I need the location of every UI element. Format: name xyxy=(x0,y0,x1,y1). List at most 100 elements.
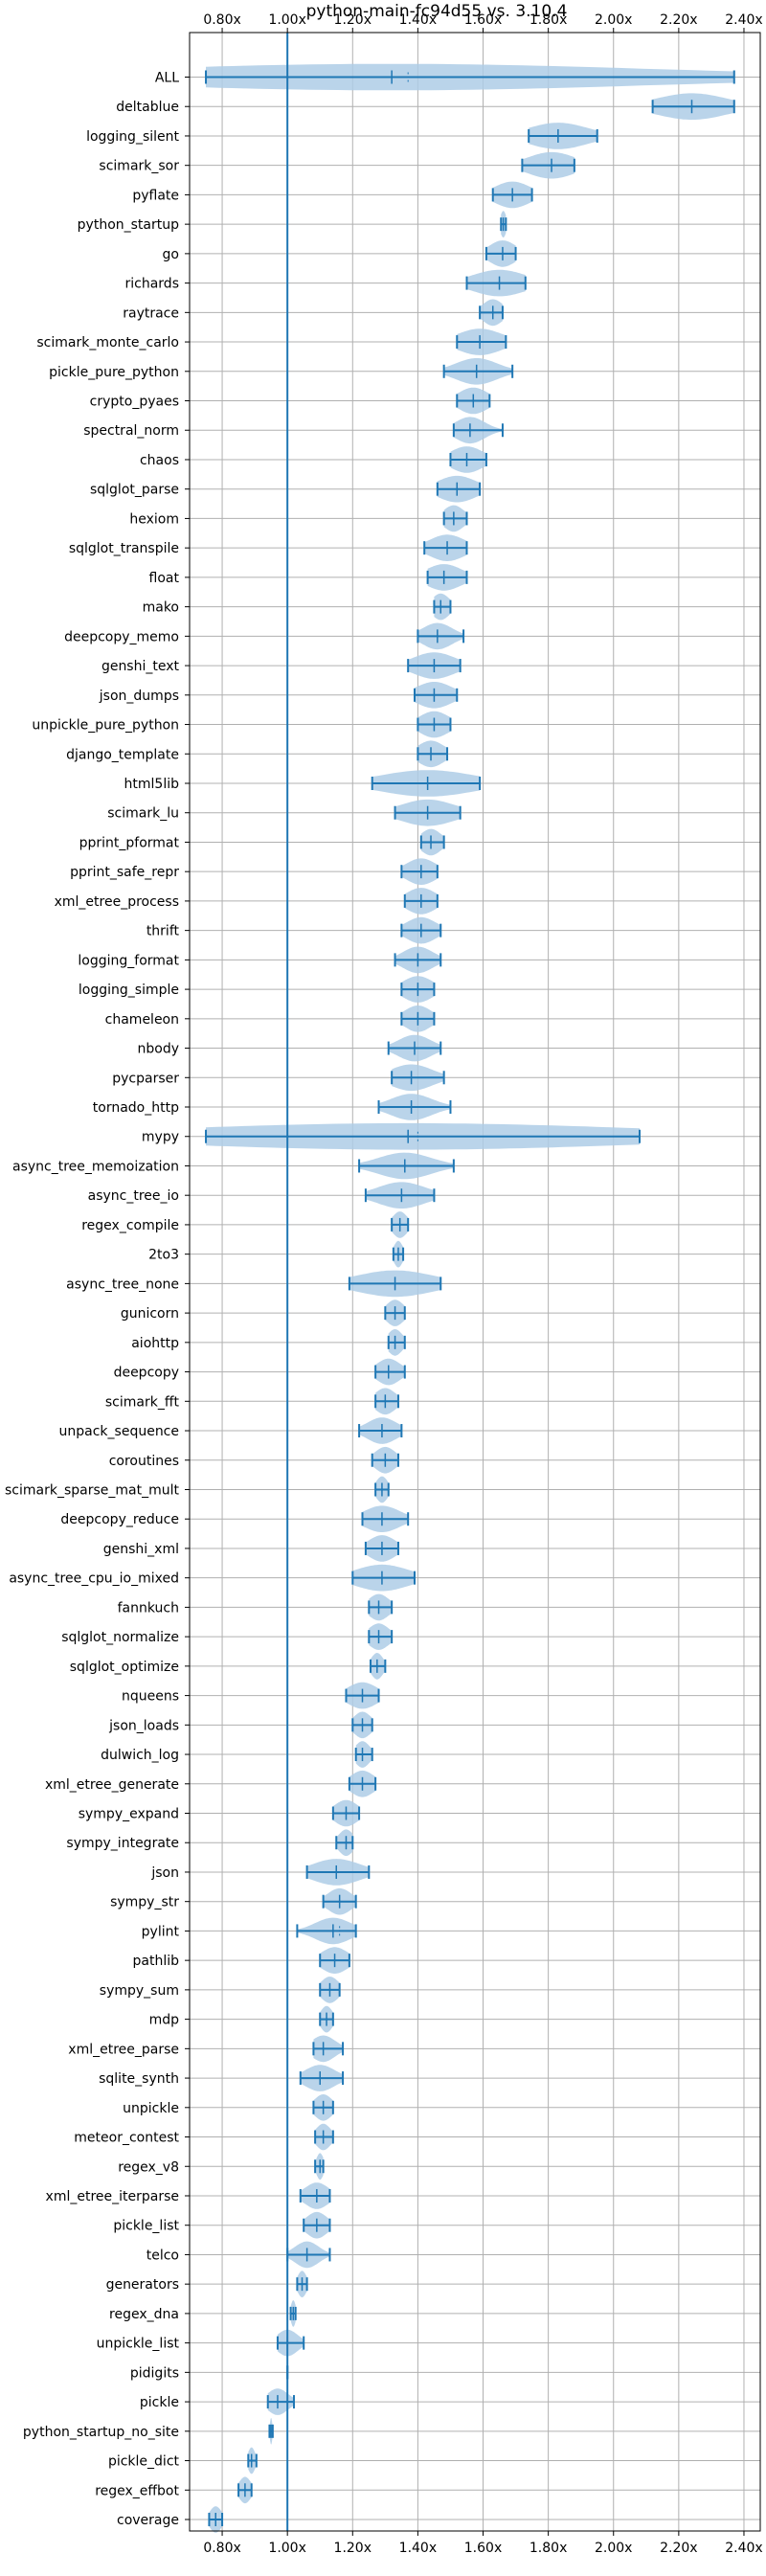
violin-sqlglot-transpile xyxy=(423,534,468,561)
violin-async-tree-memoization xyxy=(358,1152,455,1180)
category-label: pickle_dict xyxy=(108,2454,180,2470)
category-label: 2to3 xyxy=(148,1248,179,1263)
violin-2to3 xyxy=(392,1240,405,1268)
violin-dulwich-log xyxy=(354,1741,373,1768)
category-label: scimark_lu xyxy=(107,806,179,822)
violin-mako xyxy=(433,593,452,621)
category-label: pprint_pformat xyxy=(79,835,180,850)
violin-scimark-monte-carlo xyxy=(456,328,507,355)
violin-mypy xyxy=(205,1122,641,1150)
violin-sqlglot-parse xyxy=(436,475,482,503)
category-label: genshi_text xyxy=(101,659,180,674)
violins xyxy=(205,63,735,2533)
category-label: pickle_pure_python xyxy=(49,365,179,380)
violin-sympy-str xyxy=(322,1887,357,1915)
violin-async-tree-none xyxy=(348,1270,442,1298)
violin-go xyxy=(484,240,517,267)
plot-frame xyxy=(189,32,761,2532)
category-label: float xyxy=(149,571,180,586)
category-label: pylint xyxy=(142,1924,180,1939)
category-label: sqlglot_optimize xyxy=(70,1660,179,1675)
category-label: pyflate xyxy=(132,188,179,203)
violin-sympy-integrate xyxy=(335,1829,354,1857)
category-label: dulwich_log xyxy=(101,1748,179,1763)
violin-regex-dna xyxy=(289,2300,297,2327)
category-label: python_startup xyxy=(78,217,179,233)
category-label: raytrace xyxy=(123,305,179,321)
violin-raytrace xyxy=(479,299,504,327)
category-label: aiohttp xyxy=(131,1336,179,1351)
category-label: json_loads xyxy=(108,1718,179,1733)
violin-deepcopy-memo xyxy=(417,622,465,650)
category-label: thrift xyxy=(146,924,180,939)
category-label: sqlglot_parse xyxy=(90,483,179,498)
x-tick-label-top: 0.80x xyxy=(203,12,240,28)
violin-deepcopy-reduce xyxy=(361,1505,410,1532)
category-label: logging_silent xyxy=(86,129,179,145)
violin-pprint-safe-repr xyxy=(400,858,439,885)
category-label: chameleon xyxy=(105,1012,179,1028)
x-tick-label-top: 1.00x xyxy=(268,12,305,28)
violin-generators xyxy=(296,2271,308,2297)
category-label: xml_etree_process xyxy=(55,894,179,910)
violin-xml-etree-parse xyxy=(312,2035,345,2063)
category-label: gunicorn xyxy=(121,1306,179,1322)
category-label: sympy_sum xyxy=(100,1983,179,1999)
violin-regex-compile xyxy=(391,1211,410,1238)
category-label: regex_v8 xyxy=(118,2159,179,2175)
violin-pycparser xyxy=(391,1064,445,1092)
category-label: sympy_str xyxy=(110,1895,179,1910)
violin-pprint-pformat xyxy=(419,828,445,856)
violin-pathlib xyxy=(319,1947,350,1974)
category-label: pickle_list xyxy=(113,2219,179,2234)
category-label: sympy_expand xyxy=(79,1807,179,1822)
x-tick-label-bottom: 1.60x xyxy=(464,2541,502,2556)
axes: ALL deltablue logging_silent scimark_sorpyf… xyxy=(5,12,763,2556)
violin-scimark-lu xyxy=(394,799,462,826)
violin-genshi-xml xyxy=(364,1535,399,1562)
x-tick-label-bottom: 1.00x xyxy=(268,2541,305,2556)
category-label: regex_effbot xyxy=(95,2483,179,2498)
violin-logging-silent xyxy=(528,123,598,149)
violin-async-tree-cpu-io-mixed xyxy=(351,1564,416,1592)
category-label: json_dumps xyxy=(99,689,179,704)
category-label: async_tree_io xyxy=(88,1188,179,1204)
category-label: generators xyxy=(106,2277,179,2293)
violin-sympy-sum xyxy=(319,1977,341,2003)
category-label: unpack_sequence xyxy=(59,1424,179,1439)
x-tick-label-top: 2.00x xyxy=(595,12,632,28)
category-label: go xyxy=(163,247,179,262)
category-label: xml_etree_parse xyxy=(68,2042,179,2057)
violin-regex-effbot xyxy=(237,2476,253,2504)
violin-python-startup-no-site xyxy=(268,2418,274,2445)
violin-pickle-dict xyxy=(247,2447,258,2474)
x-tick-label-bottom: 1.80x xyxy=(529,2541,567,2556)
violin-coverage xyxy=(208,2506,224,2533)
violin-mdp xyxy=(319,2005,334,2033)
violin-thrift xyxy=(400,916,442,944)
category-label: json xyxy=(150,1865,179,1881)
category-label: mdp xyxy=(149,2013,180,2028)
violin-logging-format xyxy=(394,946,442,974)
violin-pickle-pure-python xyxy=(442,358,514,385)
category-label: tornado_http xyxy=(93,1100,179,1116)
x-tick-label-bottom: 2.40x xyxy=(725,2541,762,2556)
category-label: chaos xyxy=(140,453,179,468)
violin-crypto-pyaes xyxy=(456,387,491,415)
category-label: pathlib xyxy=(133,1954,180,1969)
x-tick-label-top: 1.40x xyxy=(399,12,437,28)
violin-sqlglot-normalize xyxy=(368,1623,394,1650)
x-tick-label-top: 2.40x xyxy=(725,12,762,28)
violin-scimark-sor xyxy=(521,151,575,179)
category-label: spectral_norm xyxy=(83,423,179,439)
x-tick-label-top: 1.60x xyxy=(464,12,502,28)
violin-xml-etree-generate xyxy=(348,1770,377,1797)
category-label: sqlite_synth xyxy=(99,2071,179,2087)
category-label: unpickle_list xyxy=(97,2337,180,2352)
violin-logging-simple xyxy=(400,976,436,1003)
x-tick-label-bottom: 2.00x xyxy=(595,2541,632,2556)
violin-nqueens xyxy=(345,1682,380,1709)
category-label: deepcopy xyxy=(114,1366,179,1381)
category-label: sqlglot_normalize xyxy=(61,1630,179,1645)
violin-fannkuch xyxy=(368,1593,394,1621)
